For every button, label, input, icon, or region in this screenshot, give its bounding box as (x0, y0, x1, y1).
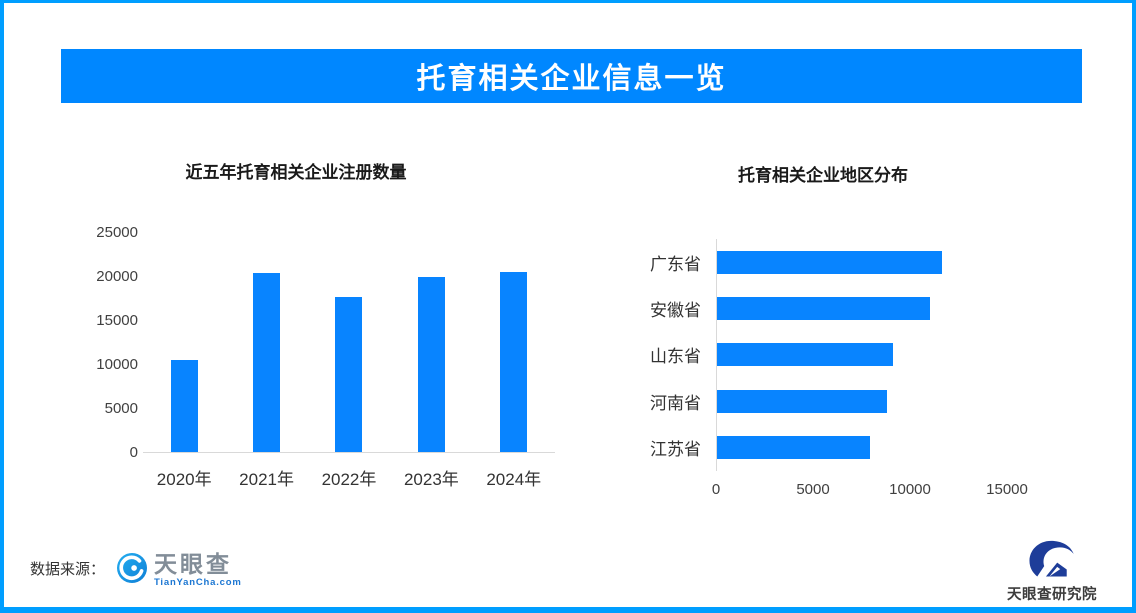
region-label-安徽省: 安徽省 (650, 301, 701, 321)
y-tick-20000: 20000 (96, 268, 138, 285)
y-axis-tick-labels: 0 5000 10000 15000 20000 25000 (90, 224, 138, 461)
bar-2020年 (170, 360, 198, 452)
tianyancha-wordmark: 天眼查 TianYanCha.com (154, 551, 242, 589)
research-institute-icon (1029, 540, 1074, 577)
category-label-2023年: 2023年 (403, 470, 459, 489)
registrations-plot-area (143, 233, 555, 453)
x-tick-0: 0 (711, 481, 721, 498)
y-axis-line (716, 239, 717, 471)
tianyancha-name: 天眼查 (154, 551, 232, 577)
category-label-2020年: 2020年 (156, 470, 212, 489)
bar-江苏省 (717, 436, 870, 460)
region-row-山东省: 山东省 (650, 332, 1065, 378)
bar-track-江苏省 (717, 436, 1056, 460)
page-title: 托育相关企业信息一览 (416, 63, 727, 95)
region-row-江苏省: 江苏省 (650, 425, 1065, 471)
region-label-河南省: 河南省 (650, 393, 701, 413)
region-row-安徽省: 安徽省 (650, 285, 1065, 331)
title-banner: 托育相关企业信息一览 (61, 49, 1082, 103)
x-tick-5000: 5000 (796, 481, 830, 498)
tianyancha-logo: 天眼查 TianYanCha.com (117, 553, 242, 588)
region-label-广东省: 广东省 (650, 254, 701, 274)
bar-2023年 (417, 277, 445, 452)
research-institute-name: 天眼查研究院 (1007, 587, 1097, 603)
tianyancha-eye-icon (117, 553, 147, 583)
region-label-江苏省: 江苏省 (650, 440, 701, 460)
category-label-2021年: 2021年 (239, 470, 294, 489)
x-tick-10000: 10000 (889, 481, 931, 498)
bar-2024年 (500, 272, 528, 452)
regions-plot-area: 广东省安徽省山东省河南省江苏省 (650, 239, 1065, 471)
y-tick-5000: 5000 (104, 400, 138, 417)
y-tick-10000: 10000 (96, 356, 138, 373)
tianyancha-domain: TianYanCha.com (154, 577, 242, 588)
category-label-2024年: 2024年 (486, 470, 542, 489)
bar-2021年 (253, 273, 281, 452)
category-label-2022年: 2022年 (321, 470, 377, 489)
x-axis-tick-labels: 0 5000 10000 15000 (712, 481, 1055, 501)
y-tick-0: 0 (129, 444, 138, 461)
data-source-label: 数据来源： (30, 561, 106, 578)
research-institute-logo: 天眼查研究院 (1004, 539, 1100, 604)
region-row-广东省: 广东省 (650, 239, 1065, 285)
bar-山东省 (717, 343, 893, 367)
bar-2022年 (335, 297, 363, 452)
bar-track-河南省 (717, 389, 1056, 413)
chart-title-regions: 托育相关企业地区分布 (738, 166, 908, 185)
x-tick-15000: 15000 (986, 481, 1028, 498)
region-row-河南省: 河南省 (650, 378, 1065, 424)
region-label-山东省: 山东省 (650, 347, 701, 367)
bar-track-安徽省 (717, 297, 1056, 321)
bar-安徽省 (717, 297, 930, 321)
x-axis-category-labels: 2020年 2021年 2022年 2023年 2024年 (143, 465, 555, 490)
bar-track-山东省 (717, 343, 1056, 367)
bar-广东省 (717, 250, 942, 274)
y-tick-15000: 15000 (96, 312, 138, 329)
chart-title-registrations: 近五年托育相关企业注册数量 (185, 163, 407, 182)
bar-track-广东省 (717, 250, 1056, 274)
y-tick-25000: 25000 (96, 224, 138, 241)
bar-河南省 (717, 389, 887, 413)
